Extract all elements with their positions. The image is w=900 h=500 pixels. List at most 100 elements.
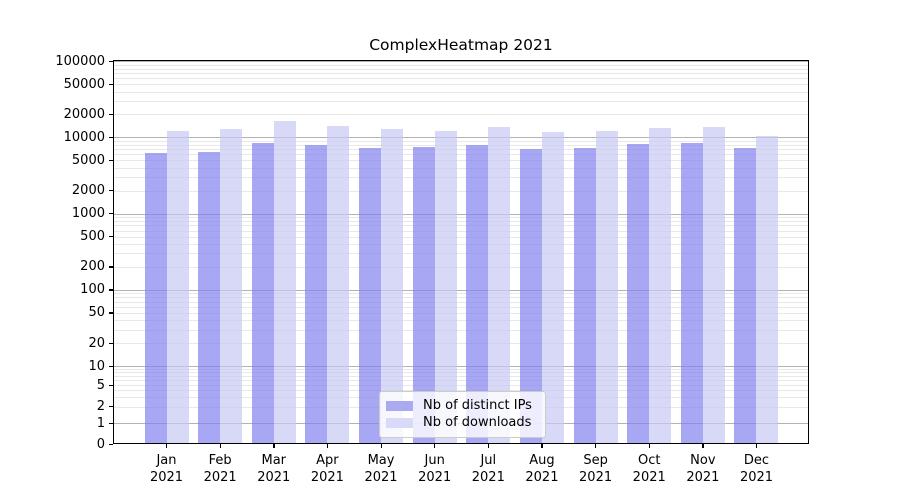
y-tick-mark (109, 312, 113, 314)
bar-downloads-nov (702, 127, 725, 444)
x-tick-label: Nov 2021 (686, 453, 720, 485)
bar-distinct-ips-dec (734, 148, 757, 444)
bar-distinct-ips-jul (466, 145, 489, 444)
gridline-minor (113, 177, 809, 179)
x-tick-mark (755, 444, 758, 448)
y-tick-mark (109, 342, 113, 344)
bar-distinct-ips-sep (573, 148, 596, 444)
y-tick-mark (109, 236, 113, 238)
legend: Nb of distinct IPs Nb of downloads (379, 391, 546, 438)
x-tick-label: Oct 2021 (632, 453, 666, 485)
legend-swatch-distinct-ips (386, 400, 413, 411)
y-tick-label: 2 (96, 399, 105, 414)
x-tick-mark (648, 444, 651, 448)
gridline-minor (113, 160, 809, 162)
gridline-minor (113, 293, 809, 295)
gridline-minor (113, 306, 809, 308)
y-tick-label: 500 (80, 229, 105, 245)
gridline-major (113, 366, 809, 367)
y-tick-label: 20000 (63, 106, 105, 122)
y-tick-label: 1 (96, 415, 105, 431)
y-tick-label: 50000 (63, 76, 105, 92)
gridline-minor (113, 343, 809, 345)
y-tick-mark (109, 159, 113, 162)
gridline-minor (113, 73, 809, 74)
y-tick-label: 50 (88, 305, 105, 321)
y-tick-label: 0 (96, 436, 105, 452)
bar-downloads-mar (273, 121, 296, 444)
gridline-minor (113, 78, 809, 80)
gridline-minor (113, 380, 809, 381)
y-tick-mark (109, 136, 113, 139)
gridline-minor (113, 154, 809, 156)
gridline-minor (113, 217, 809, 219)
x-tick-mark (166, 444, 168, 448)
y-tick-mark (109, 406, 113, 408)
chart-title: ComplexHeatmap 2021 (369, 36, 553, 54)
gridline-minor (113, 101, 809, 103)
x-tick-label: Apr 2021 (310, 453, 344, 485)
bar-downloads-may (381, 128, 404, 444)
x-tick-label: Mar 2021 (257, 453, 291, 485)
x-tick-mark (380, 444, 382, 448)
gridline-minor (113, 372, 809, 374)
gridline-minor (113, 236, 809, 238)
x-tick-mark (541, 444, 543, 448)
gridline-minor (113, 253, 809, 255)
x-tick-label: Jun 2021 (418, 453, 452, 485)
gridline-minor (113, 312, 809, 314)
bar-distinct-ips-aug (519, 149, 542, 444)
gridline-major (113, 289, 809, 291)
plot-area (113, 60, 809, 444)
bar-distinct-ips-may (359, 148, 382, 444)
y-tick-mark (109, 113, 113, 116)
x-tick-mark (702, 444, 704, 448)
y-tick-label: 10000 (63, 129, 105, 145)
y-tick-mark (109, 83, 113, 85)
y-tick-mark (109, 365, 113, 367)
legend-swatch-downloads (386, 417, 413, 428)
y-tick-label: 100 (80, 282, 105, 298)
gridline-minor (113, 64, 809, 66)
gridline-minor (113, 190, 809, 192)
bar-distinct-ips-oct (627, 144, 650, 444)
gridline-minor (113, 144, 809, 146)
gridline-minor (113, 297, 809, 299)
bar-downloads-apr (327, 125, 350, 444)
bar-downloads-jul (488, 127, 511, 444)
y-tick-mark (109, 190, 113, 192)
x-tick-mark (273, 444, 275, 448)
gridline-major (113, 61, 809, 63)
gridline-minor (113, 225, 809, 227)
gridline-minor (113, 266, 809, 268)
y-tick-label: 5000 (71, 152, 105, 168)
bar-downloads-aug (541, 131, 564, 444)
legend-row-downloads: Nb of downloads (386, 414, 537, 431)
x-tick-label: Aug 2021 (525, 453, 559, 485)
gridline-major (113, 213, 809, 215)
gridline-minor (113, 368, 809, 370)
y-tick-label: 10 (88, 358, 105, 374)
y-tick-mark (109, 384, 113, 386)
gridline-minor (113, 84, 809, 86)
gridline-minor (113, 390, 809, 392)
y-tick-mark (109, 443, 113, 445)
bar-downloads-jan (166, 131, 189, 444)
gridline-minor (113, 385, 809, 386)
gridline-minor (113, 167, 809, 169)
x-tick-label: Sep 2021 (579, 453, 613, 485)
bar-distinct-ips-apr (305, 145, 328, 444)
gridline-minor (113, 230, 809, 232)
y-tick-label: 5 (96, 377, 105, 393)
x-tick-label: Dec 2021 (739, 453, 774, 485)
legend-label-distinct-ips: Nb of distinct IPs (423, 398, 532, 413)
bar-downloads-dec (756, 136, 779, 444)
gridline-minor (113, 220, 809, 222)
gridline-major (113, 137, 809, 139)
x-tick-label: Jul 2021 (471, 453, 505, 485)
gridline-minor (113, 301, 809, 303)
y-tick-label: 20 (88, 335, 105, 351)
bar-distinct-ips-mar (251, 143, 274, 444)
y-tick-label: 1000 (71, 206, 105, 222)
